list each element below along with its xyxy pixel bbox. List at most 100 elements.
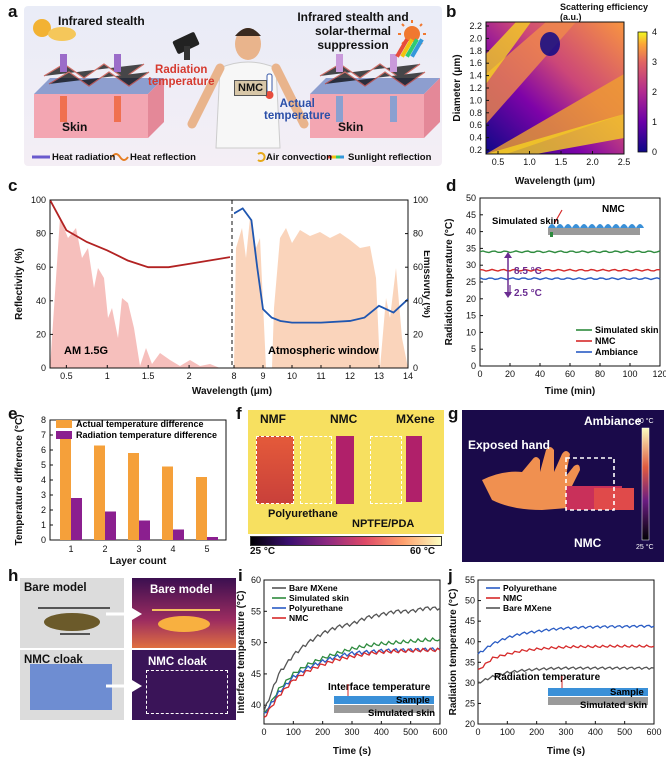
c-yL-tick-label: 60 [36,262,46,272]
i-inset-skin-layer [334,705,434,713]
g-exposed-label: Exposed hand [468,438,551,452]
h-cloak-thermal [132,650,236,720]
panel-label-d: d [446,176,457,195]
g-colorbar [641,427,650,541]
b-y-tick-label: 1.8 [469,46,482,56]
i-series-line [263,636,441,714]
legend-heat-radiation: Heat radiation [52,152,116,163]
i-x-tick-label: 200 [315,727,330,737]
f-title-nmf: NMF [260,412,286,426]
i-xlabel: Time (s) [333,746,371,757]
i-y-tick-label: 45 [251,669,261,679]
h-bare-thermal [132,578,236,648]
g-nmc-box [565,457,615,511]
d-x-tick-label: 20 [505,369,515,379]
i-x-tick-label: 0 [261,727,266,737]
panel-label-i: i [238,566,243,585]
i-x-tick-label: 600 [432,727,447,737]
d-diff-label-2: 2.5 °C [514,288,542,299]
d-series-line [479,277,661,281]
h-arrows [106,608,142,692]
i-inset-skin: Simulated skin [368,708,435,719]
e-bar [60,435,71,540]
actual-temperature-label: Actual temperature [264,98,330,122]
d-y-tick-label: 0 [471,361,476,371]
e-x-tick-label: 4 [170,544,175,554]
panel-label-j: j [448,566,453,585]
c-yR-tick-label: 60 [413,262,423,272]
b-x-tick-label: 2.5 [618,157,631,167]
e-y-tick-label: 7 [41,430,46,440]
c-xR-tick-label: 9 [260,371,265,381]
b-ylabel: Diameter (μm) [452,54,463,121]
j-y-tick-label: 45 [465,616,475,626]
d-y-tick-label: 5 [471,344,476,354]
panel-a-drawing [32,19,440,162]
e-y-tick-label: 2 [41,505,46,515]
cloud-icon [48,27,76,41]
h-cloak-dashed-box [146,670,228,714]
h-cloak-label-2: NMC cloak [148,656,207,668]
chart-c: 0 20 40 60 80 100 0 20 40 60 80 100 0.5 1 1.5 2 8 9 10 11 12… [14,195,430,397]
c-xL-tick-label: 1.5 [142,371,155,381]
c-ylabel-right: Emissivity (%) [421,250,430,318]
e-y-tick-label: 3 [41,490,46,500]
d-y-tick-label: 20 [466,294,476,304]
g-thermal-image: Ambiance Exposed hand NMC 40 °C 25 °C [462,410,664,562]
moon-icon [33,19,51,37]
b-x-tick-label: 1.5 [555,157,568,167]
radiation-line1: Radiation [155,64,208,76]
chart-e: 0 1 2 3 4 5 6 7 8 1 2 3 4 5 Actual temperature differe… [14,414,227,566]
c-yR-tick-label: 0 [413,363,418,373]
d-simulated-skin-label: Simulated skin [492,216,559,227]
j-y-tick-label: 20 [465,719,475,729]
i-x-tick-label: 400 [374,727,389,737]
d-y-tick-label: 15 [466,311,476,321]
j-inset-skin: Simulated skin [580,700,647,711]
j-inset-sample-layer [548,688,648,696]
g-scale-max: 40 °C [636,418,654,425]
j-y-tick-label: 25 [465,698,475,708]
e-y-tick-label: 1 [41,520,46,530]
b-y-tick-label: 1.4 [469,71,482,81]
j-y-tick-label: 40 [465,637,475,647]
d-x-tick-label: 40 [535,369,545,379]
d-y-tick-label: 25 [466,277,476,287]
i-series-line [263,606,441,712]
e-bar [71,498,82,540]
d-y-tick-label: 10 [466,327,476,337]
chart-j: 20 25 30 35 40 45 50 55 0 100 200 300 400 500 600 Polyu… [448,575,662,757]
panel-label-a: a [8,2,18,21]
f-mxene-sample [406,436,422,502]
i-y-tick-label: 60 [251,575,261,585]
sun-icon [404,26,420,42]
b-y-tick-label: 2.0 [469,33,482,43]
c-xL-tick-label: 1 [105,371,110,381]
c-xR-tick-label: 11 [316,371,325,381]
e-y-tick-label: 4 [41,475,46,485]
i-x-tick-label: 300 [344,727,359,737]
b-xlabel: Wavelength (μm) [515,176,595,187]
c-xR-tick-label: 10 [287,371,297,381]
b-colorbar-tick-label: 3 [652,57,657,67]
j-x-tick-label: 300 [558,727,573,737]
f-box4 [370,436,402,504]
d-xlabel: Time (min) [545,386,595,397]
j-inset-skin-layer [548,697,648,705]
f-colorbar [250,536,442,546]
c-xR-tick-label: 8 [231,371,236,381]
i-legend-label: Simulated skin [289,593,349,603]
right-skin-label: Skin [338,120,364,134]
j-ylabel: Radiation temperature (°C) [448,589,459,716]
d-legend-label: NMC [595,336,616,346]
d-nmc-label: NMC [602,204,625,215]
chart-d: 0 5 10 15 20 25 30 35 40 45 50 0 20 40 60 80 100 120 Simu… [444,193,666,397]
e-bar [139,520,150,540]
e-y-tick-label: 6 [41,445,46,455]
b-y-tick-label: 1.0 [469,95,482,105]
b-y-tick-label: 0.8 [469,108,482,118]
right-title: Infrared stealth and solar-thermal suppr… [278,10,428,52]
c-ylabel-left: Reflectivity (%) [14,248,25,320]
j-y-tick-label: 35 [465,657,475,667]
legend-air-convection: Air convection [266,152,332,163]
